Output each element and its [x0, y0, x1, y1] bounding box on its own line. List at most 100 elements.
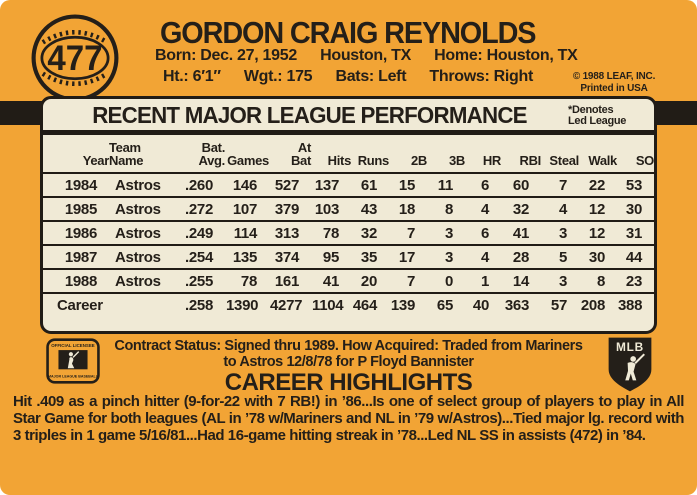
copyright-line-2: Printed in USA [580, 82, 648, 94]
cell: 114 [233, 224, 258, 242]
cell: 7 [406, 272, 415, 290]
cell: 32 [360, 224, 377, 242]
col-2b: 2B [410, 153, 427, 168]
cell: 139 [390, 297, 415, 314]
stats-title: RECENT MAJOR LEAGUE PERFORMANCE [92, 102, 527, 128]
cell: 4277 [270, 297, 303, 314]
baseball-stitch-bottom [41, 71, 109, 86]
career-label: Career [57, 297, 103, 314]
cell: 41 [512, 224, 529, 242]
cell: 23 [625, 272, 642, 290]
title-double-rule [43, 130, 654, 135]
bio-height: Ht.: 6′1″ [163, 68, 221, 85]
player-name: GORDON CRAIG REYNOLDS [160, 15, 537, 50]
cell: 1987 [64, 248, 97, 266]
cell: 363 [504, 297, 529, 314]
cell: 4 [480, 200, 489, 218]
cell: 61 [360, 176, 377, 194]
cell: 30 [588, 248, 605, 266]
cell: 65 [436, 297, 453, 314]
stats-row-1987: 1987 Astros .254 135 374 95 35 17 3 4 28… [43, 245, 654, 269]
cell: 43 [360, 200, 377, 218]
cell: 208 [580, 297, 605, 314]
copyright: © 1988 LEAF, INC. Printed in USA [556, 71, 672, 94]
bio-bats: Bats: Left [335, 68, 407, 85]
cell: 95 [322, 248, 339, 266]
cell: 5 [558, 248, 567, 266]
stats-panel: RECENT MAJOR LEAGUE PERFORMANCE *Denotes… [40, 96, 657, 334]
cell: 107 [232, 200, 257, 218]
baseball-stitch-top [41, 30, 109, 45]
cell: 8 [596, 272, 605, 290]
bio-line-1: Born: Dec. 27, 1952 Houston, TX Home: Ho… [155, 47, 578, 65]
cell: 20 [360, 272, 377, 290]
cell: 146 [232, 176, 257, 194]
stats-row-1984: 1984 Astros .260 146 527 137 61 15 11 6 … [43, 173, 654, 197]
stats-row-1985: 1985 Astros .272 107 379 103 43 18 8 4 3… [43, 197, 654, 221]
mlb-logo-text-bottom: MAJOR LEAGUE BASEBALL [48, 375, 99, 379]
cell: 135 [232, 248, 257, 266]
cell: 30 [625, 200, 642, 218]
card-number: 477 [47, 39, 102, 78]
cell: Astros [115, 176, 161, 194]
cell: 3 [444, 248, 453, 266]
col-runs: Runs [357, 153, 390, 168]
bat [72, 351, 80, 358]
cell: 40 [472, 297, 489, 314]
cell: .254 [185, 248, 213, 266]
cell: 4 [480, 248, 489, 266]
col-steal: Steal [549, 153, 579, 168]
cell: 22 [588, 176, 605, 194]
cell: 374 [274, 248, 299, 266]
bio-line-2: Ht.: 6′1″ Wgt.: 175 Bats: Left Throws: R… [163, 68, 533, 86]
cell: 41 [322, 272, 339, 290]
cell: 7 [406, 224, 415, 242]
col-at-bat: At Bat [290, 140, 311, 168]
cell: 0 [444, 272, 453, 290]
career-highlights-text: Hit .409 as a pinch hitter (9-for-22 wit… [13, 393, 684, 444]
stats-table: Year Team Name Bat. Avg. Games At Bat Hi… [43, 135, 654, 317]
cell: Astros [115, 200, 161, 218]
cell: 31 [625, 224, 642, 242]
cell: 1390 [226, 297, 259, 314]
cell: 4 [558, 200, 567, 218]
cell: 3 [444, 224, 453, 242]
cell: 32 [512, 200, 529, 218]
cell: 137 [314, 176, 339, 194]
mlb-official-licensee-logo: OFFICIAL LICENSEE MAJOR LEAGUE BASEBALL [46, 338, 100, 384]
cell: 527 [274, 176, 299, 194]
contract-status: Contract Status: Signed thru 1989. How A… [108, 338, 589, 370]
cell: 3 [558, 224, 567, 242]
cell: .260 [185, 176, 213, 194]
cell: 6 [480, 224, 489, 242]
mlbpa-shield-logo: MLB [608, 337, 652, 392]
batter-silhouette [67, 357, 75, 369]
cell: 379 [274, 200, 299, 218]
cell: .255 [185, 272, 213, 290]
cell: 313 [274, 224, 299, 242]
cell: 161 [274, 272, 299, 290]
card-number-baseball-icon: 477 [31, 14, 119, 102]
bio-birthplace: Houston, TX [320, 47, 412, 64]
bio-throws: Throws: Right [429, 68, 534, 85]
mlbpa-logo-text: MLB [616, 340, 644, 354]
batter-silhouette [625, 362, 637, 381]
cell: 8 [444, 200, 453, 218]
cell: 6 [480, 176, 489, 194]
cell: 7 [558, 176, 567, 194]
cell: 464 [352, 297, 377, 314]
stats-row-career: Career .258 1390 4277 1104 464 139 65 40… [43, 293, 654, 317]
stats-title-row: RECENT MAJOR LEAGUE PERFORMANCE *Denotes… [43, 99, 654, 130]
contract-line-2: to Astros 12/8/78 for P Floyd Bannister [223, 353, 474, 370]
cell: .249 [185, 224, 213, 242]
cell: 18 [398, 200, 415, 218]
cell: 14 [512, 272, 529, 290]
cell: 35 [360, 248, 377, 266]
bat [634, 353, 645, 365]
cell: 1986 [64, 224, 97, 242]
stats-header-row: Year Team Name Bat. Avg. Games At Bat Hi… [43, 135, 654, 173]
cell: .258 [185, 297, 213, 314]
cell: 78 [322, 224, 339, 242]
cell: 44 [625, 248, 642, 266]
